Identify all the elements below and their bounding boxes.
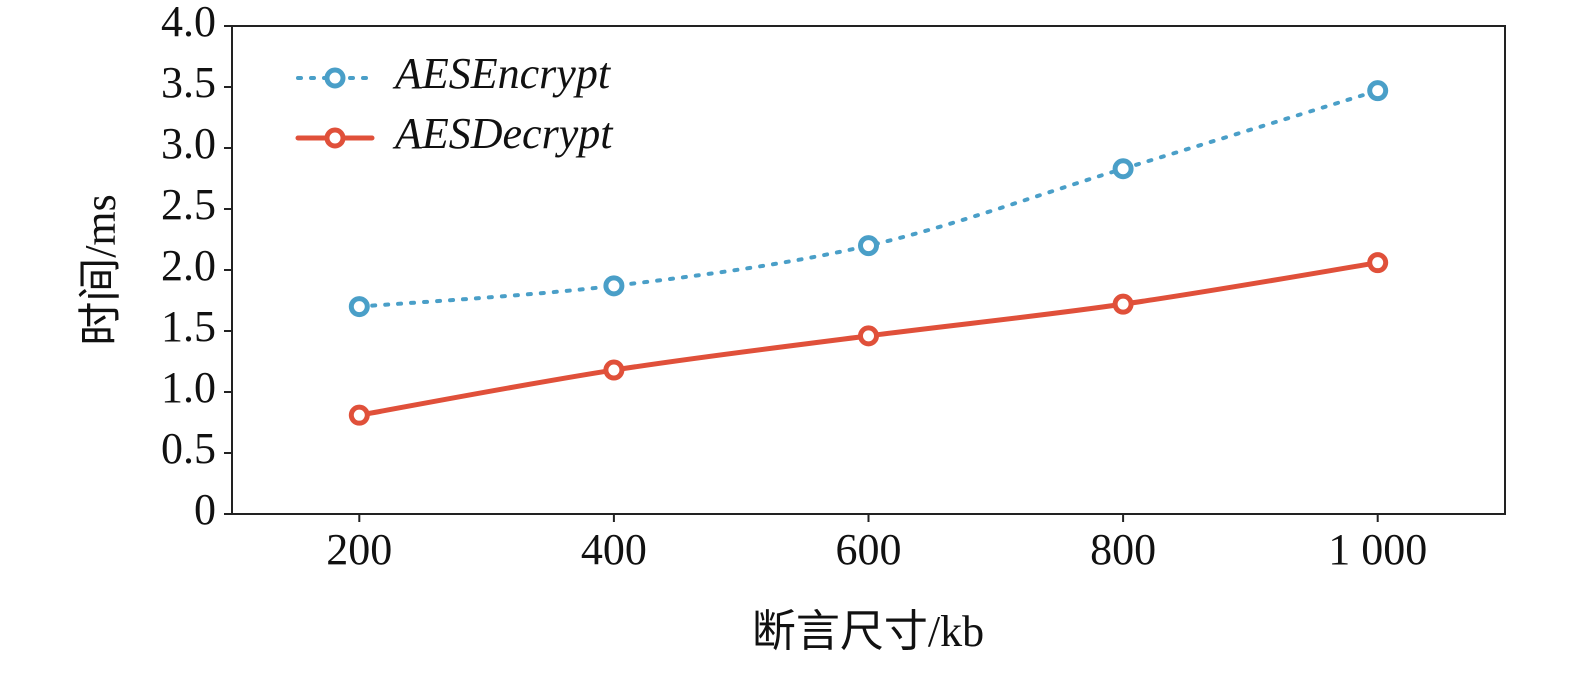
y-tick-label: 0 (194, 485, 216, 534)
y-tick-label: 4.0 (161, 0, 216, 46)
plot-frame (231, 25, 1506, 515)
y-axis-label: 时间/ms (76, 194, 125, 346)
series-line (357, 88, 1380, 309)
y-tick-label: 2.5 (161, 180, 216, 229)
y-tick-label: 0.5 (161, 424, 216, 473)
y-tick-label: 1.5 (161, 302, 216, 351)
data-point (1112, 293, 1134, 315)
x-tick-label: 400 (581, 525, 647, 574)
data-point (858, 325, 879, 347)
y-tick-label: 1.0 (161, 363, 216, 412)
data-point (348, 296, 370, 318)
legend-label: AESDecrypt (392, 109, 614, 158)
data-point (1112, 158, 1134, 180)
data-point (603, 275, 625, 297)
data-point (348, 404, 370, 426)
data-point (858, 235, 879, 257)
legend-label: AESEncrypt (392, 49, 612, 98)
y-tick-label: 3.5 (161, 58, 216, 107)
x-tick-label: 1 000 (1328, 525, 1427, 574)
data-point (603, 359, 625, 381)
data-point (1367, 252, 1389, 274)
x-tick-label: 800 (1090, 525, 1156, 574)
x-tick-label: 200 (326, 525, 392, 574)
y-tick-label: 2.0 (161, 241, 216, 290)
legend-marker (324, 127, 346, 149)
x-tick-label: 600 (836, 525, 902, 574)
data-point (1367, 80, 1389, 102)
y-tick-label: 3.0 (161, 119, 216, 168)
legend-marker (324, 67, 346, 89)
x-axis-label: 断言尺寸/kb (752, 607, 984, 656)
